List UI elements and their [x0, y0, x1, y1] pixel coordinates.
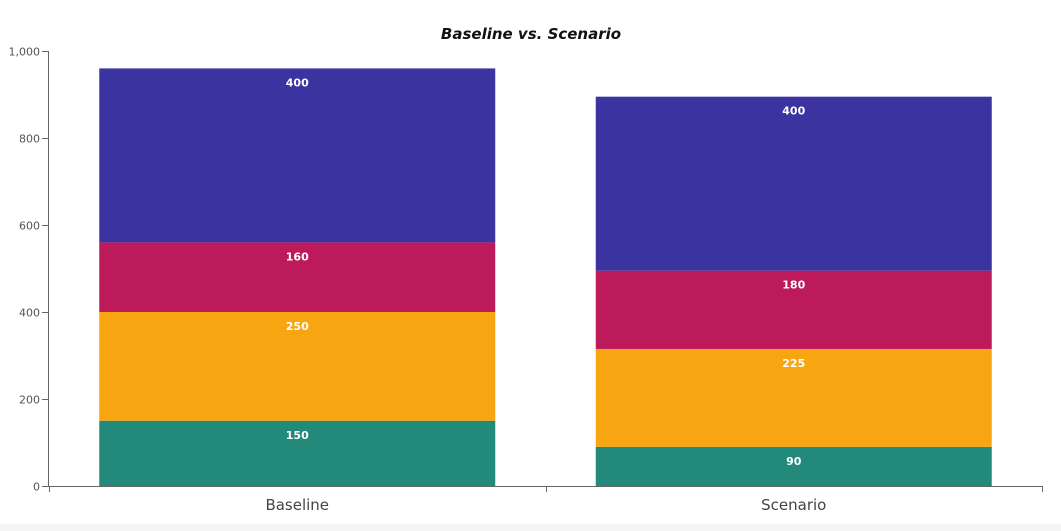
bar-segment-baseline-1[interactable] [99, 420, 496, 486]
y-tick-label: 600 [19, 220, 40, 233]
y-tick-label: 1,000 [9, 46, 41, 59]
bars-layer [99, 68, 992, 486]
bar-segment-scenario-4[interactable] [595, 96, 992, 271]
data-label-baseline-3: 160 [286, 250, 309, 263]
data-label-baseline-2: 250 [286, 320, 309, 333]
data-label-scenario-4: 400 [782, 105, 805, 118]
bar-segment-scenario-1[interactable] [595, 446, 992, 486]
bar-segment-scenario-2[interactable] [595, 348, 992, 447]
y-tick-label: 0 [33, 481, 40, 494]
y-tick-label: 800 [19, 133, 40, 146]
bar-segment-scenario-3[interactable] [595, 270, 992, 349]
y-axis-ticks: 0 200 400 600 800 1,000 [9, 46, 48, 494]
chart-title: Baseline vs. Scenario [441, 25, 621, 43]
bar-segment-baseline-2[interactable] [99, 312, 496, 421]
data-labels-layer: 150 250 160 400 90 225 180 400 [286, 76, 806, 467]
bottom-strip [0, 524, 1061, 531]
data-label-baseline-1: 150 [286, 429, 309, 442]
data-label-scenario-3: 180 [782, 279, 805, 292]
y-tick-label: 200 [19, 394, 40, 407]
data-label-scenario-1: 90 [786, 455, 802, 468]
bar-segment-baseline-4[interactable] [99, 68, 496, 243]
data-label-scenario-2: 225 [782, 357, 805, 370]
x-category-label-baseline: Baseline [265, 496, 329, 514]
x-category-label-scenario: Scenario [761, 496, 826, 514]
data-label-baseline-4: 400 [286, 76, 309, 89]
x-axis-ticks: Baseline Scenario [49, 486, 1043, 514]
bar-segment-baseline-3[interactable] [99, 242, 496, 312]
y-tick-label: 400 [19, 307, 40, 320]
